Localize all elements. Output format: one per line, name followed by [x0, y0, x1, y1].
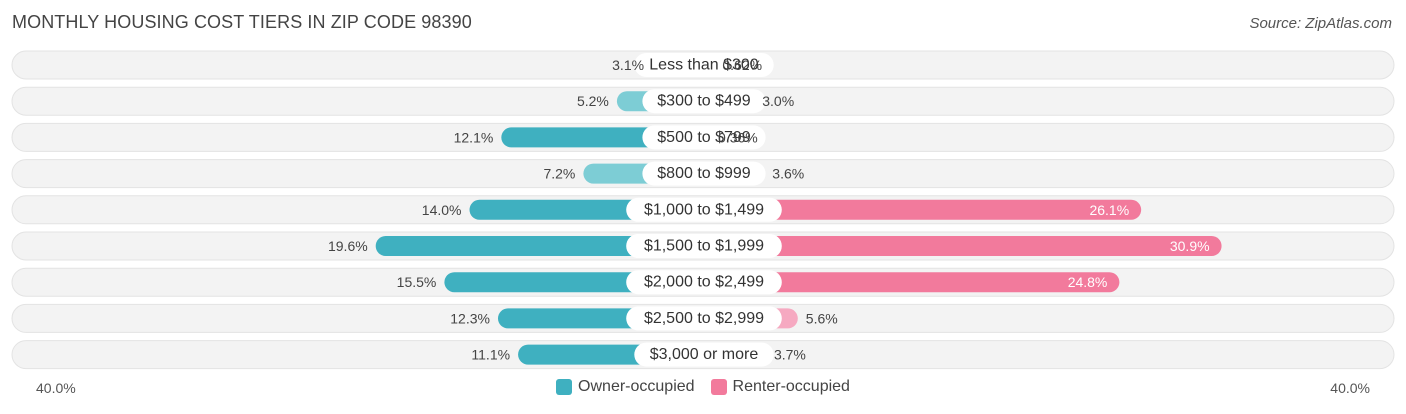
owner-value-label: 12.1%	[454, 129, 494, 145]
axis-min-label: 40.0%	[36, 380, 76, 396]
chart-title: MONTHLY HOUSING COST TIERS IN ZIP CODE 9…	[12, 12, 472, 32]
legend: Owner-occupied Renter-occupied	[0, 378, 1406, 396]
category-pill	[642, 125, 766, 150]
legend-item-owner: Owner-occupied	[556, 378, 695, 396]
legend-label-renter: Renter-occupied	[732, 378, 850, 395]
renter-value-label: 30.9%	[1170, 238, 1210, 254]
owner-value-label: 7.2%	[543, 166, 575, 182]
category-label: $800 to $999	[657, 165, 751, 182]
category-pill	[642, 161, 766, 186]
renter-value-label: 24.8%	[1068, 274, 1108, 290]
category-pill	[626, 270, 782, 295]
renter-value-label: 0.62%	[722, 57, 762, 73]
renter-value-label: 3.0%	[762, 93, 794, 109]
renter-bar	[704, 199, 1142, 220]
axis-max-label: 40.0%	[1330, 380, 1370, 396]
owner-value-label: 19.6%	[328, 238, 368, 254]
category-label: $2,500 to $2,999	[644, 310, 764, 327]
renter-value-label: 3.7%	[774, 347, 806, 363]
renter-value-label: 0.36%	[718, 129, 758, 145]
owner-value-label: 5.2%	[577, 93, 609, 109]
source-credit: Source: ZipAtlas.com	[1249, 15, 1392, 32]
category-label: $2,000 to $2,499	[644, 274, 764, 291]
category-label: Less than $300	[649, 57, 759, 74]
category-pill	[634, 53, 774, 77]
category-pill	[626, 197, 782, 222]
category-label: $500 to $799	[657, 129, 751, 146]
renter-value-label: 3.6%	[772, 166, 804, 182]
renter-bar	[704, 272, 1120, 293]
category-label: $1,000 to $1,499	[644, 201, 764, 218]
category-label: $300 to $499	[657, 93, 751, 110]
renter-value-label: 5.6%	[806, 310, 838, 326]
category-pill	[626, 234, 782, 258]
legend-item-renter: Renter-occupied	[710, 378, 850, 396]
category-label: $3,000 or more	[650, 346, 759, 363]
owner-value-label: 15.5%	[397, 274, 437, 290]
renter-value-label: 26.1%	[1089, 202, 1129, 218]
category-pill	[634, 342, 774, 367]
legend-swatch-renter	[710, 379, 727, 395]
category-label: $1,500 to $1,999	[644, 238, 764, 255]
owner-bar	[375, 236, 704, 256]
category-pill	[642, 89, 766, 114]
renter-bar	[704, 236, 1222, 256]
owner-value-label: 3.1%	[612, 57, 644, 73]
legend-label-owner: Owner-occupied	[578, 378, 695, 395]
owner-value-label: 12.3%	[450, 310, 490, 326]
category-pill	[626, 306, 782, 331]
legend-swatch-owner	[556, 379, 573, 395]
owner-value-label: 11.1%	[471, 347, 510, 363]
owner-value-label: 14.0%	[422, 202, 462, 218]
